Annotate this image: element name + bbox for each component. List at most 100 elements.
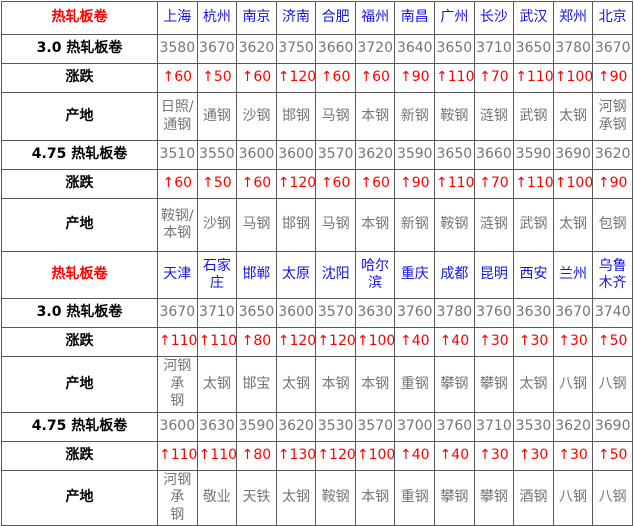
price-cell: 3630 — [196, 411, 238, 442]
price-cell: 3660 — [315, 34, 356, 64]
change-cell: ↑100 — [354, 327, 396, 357]
origin-cell: 八钢 — [592, 356, 633, 413]
city-header-row: 热轧板卷 天津 石家 庄邯郸 太原 沈阳 哈尔 滨重庆 成都 昆明 西安 兰州 乌鲁 木齐 — [1, 251, 633, 299]
price-row: 4.75 热轧板卷 3600 3630 3590 3620 3530 3570 3700 376… — [1, 411, 633, 442]
price-row: 3.0 热轧板卷 3670 3710 3650 3600 3570 3630 3760 3780… — [1, 298, 633, 328]
change-cell: ↑50 — [592, 327, 633, 357]
price-cell: 3620 — [275, 411, 317, 442]
price-cell: 3630 — [354, 298, 396, 328]
city-header: 合肥 — [315, 1, 356, 35]
price-cell: 3750 — [275, 34, 317, 64]
origin-cell: 攀钢 — [434, 469, 475, 526]
origin-cell: 邯钢 — [275, 198, 317, 252]
change-cell: ↑100 — [354, 440, 396, 471]
origin-cell: 八钢 — [552, 356, 594, 413]
origin-cell: 沙钢 — [196, 198, 238, 252]
origin-cell: 酒钢 — [513, 469, 554, 526]
price-cell: 3740 — [592, 298, 633, 328]
origin-cell: 河钢承 钢 — [157, 469, 198, 526]
origin-cell: 太钢 — [552, 92, 594, 141]
change-cell: ↑110 — [513, 169, 554, 199]
change-cell: ↑70 — [473, 63, 515, 93]
city-header: 太原 — [275, 251, 317, 299]
origin-cell: 河钢 承钢 — [592, 92, 633, 141]
change-row: 涨跌 ↑110 ↑110 ↑80 ↑130 ↑120 ↑100 ↑40 ↑40 ↑30 ↑30 ↑30… — [1, 440, 633, 471]
change-cell: ↑90 — [592, 63, 633, 93]
change-cell: ↑110 — [434, 63, 475, 93]
city-header: 福州 — [354, 1, 396, 35]
price-cell: 3670 — [157, 298, 198, 328]
city-header: 南京 — [236, 1, 277, 35]
price-cell: 3710 — [473, 34, 515, 64]
price-cell: 3600 — [236, 140, 277, 170]
change-cell: ↑110 — [434, 169, 475, 199]
row-label: 3.0 热轧板卷 — [1, 34, 158, 64]
price-row: 4.75 热轧板卷 3510 3550 3600 3600 3570 3620 3590 365… — [1, 140, 633, 170]
price-cell: 3530 — [315, 411, 356, 442]
price-cell: 3670 — [196, 34, 238, 64]
change-cell: ↑30 — [473, 440, 515, 471]
price-cell: 3570 — [354, 411, 396, 442]
change-cell: ↑120 — [315, 440, 356, 471]
origin-cell: 太钢 — [275, 469, 317, 526]
change-cell: ↑120 — [315, 327, 356, 357]
origin-row: 产地 河钢承 钢太钢 邯宝 太钢 本钢 本钢 重钢 攀钢 攀钢 太钢 八钢 八钢 — [1, 356, 633, 413]
change-cell: ↑100 — [552, 63, 594, 93]
price-row: 3.0 热轧板卷 3580 3670 3620 3750 3660 3720 3640 3650… — [1, 34, 633, 64]
row-label: 涨跌 — [1, 169, 158, 199]
origin-cell: 本钢 — [354, 469, 396, 526]
origin-cell: 涟钢 — [473, 92, 515, 141]
row-label: 涨跌 — [1, 63, 158, 93]
row-label: 4.75 热轧板卷 — [1, 411, 158, 442]
origin-cell: 马钢 — [315, 198, 356, 252]
change-cell: ↑60 — [354, 63, 396, 93]
price-cell: 3760 — [394, 298, 436, 328]
change-cell: ↑60 — [236, 63, 277, 93]
origin-cell: 太钢 — [275, 356, 317, 413]
origin-cell: 日照/ 通钢 — [157, 92, 198, 141]
change-cell: ↑30 — [473, 327, 515, 357]
change-cell: ↑90 — [592, 169, 633, 199]
origin-row: 产地 鞍钢/ 本钢 沙钢 马钢 邯钢 马钢 本钢 新钢 鞍钢 涟钢 武钢 太钢 包钢 — [1, 198, 633, 252]
origin-cell: 攀钢 — [473, 469, 515, 526]
price-cell: 3600 — [157, 411, 198, 442]
price-cell: 3640 — [394, 34, 436, 64]
city-header: 长沙 — [473, 1, 515, 35]
change-cell: ↑50 — [592, 440, 633, 471]
price-cell: 3650 — [434, 140, 475, 170]
origin-cell: 本钢 — [354, 356, 396, 413]
price-cell: 3720 — [354, 34, 396, 64]
price-cell: 3780 — [434, 298, 475, 328]
change-cell: ↑110 — [196, 327, 238, 357]
price-cell: 3690 — [552, 140, 594, 170]
city-header: 成都 — [434, 251, 475, 299]
price-cell: 3600 — [275, 298, 317, 328]
origin-cell: 邯钢 — [275, 92, 317, 141]
origin-cell: 本钢 — [354, 92, 396, 141]
change-cell: ↑40 — [394, 440, 436, 471]
city-header: 昆明 — [473, 251, 515, 299]
change-cell: ↑110 — [196, 440, 238, 471]
origin-cell: 新钢 — [394, 92, 436, 141]
city-header: 重庆 — [394, 251, 436, 299]
price-cell: 3570 — [315, 298, 356, 328]
origin-cell: 通钢 — [196, 92, 238, 141]
origin-row: 产地 日照/ 通钢 通钢 沙钢 邯钢 马钢 本钢 新钢 鞍钢 涟钢 武钢 太钢 河钢 承钢 — [1, 92, 633, 141]
origin-cell: 太钢 — [513, 356, 554, 413]
origin-cell: 重钢 — [394, 469, 436, 526]
price-cell: 3550 — [196, 140, 238, 170]
change-cell: ↑120 — [275, 169, 317, 199]
origin-cell: 沙钢 — [236, 92, 277, 141]
origin-cell: 包钢 — [592, 198, 633, 252]
city-header: 南昌 — [394, 1, 436, 35]
price-cell: 3650 — [513, 34, 554, 64]
change-cell: ↑110 — [513, 63, 554, 93]
price-cell: 3650 — [236, 298, 277, 328]
origin-cell: 鞍钢 — [434, 92, 475, 141]
change-cell: ↑30 — [552, 440, 594, 471]
city-header: 武汉 — [513, 1, 554, 35]
price-cell: 3530 — [513, 411, 554, 442]
price-cell: 3660 — [473, 140, 515, 170]
